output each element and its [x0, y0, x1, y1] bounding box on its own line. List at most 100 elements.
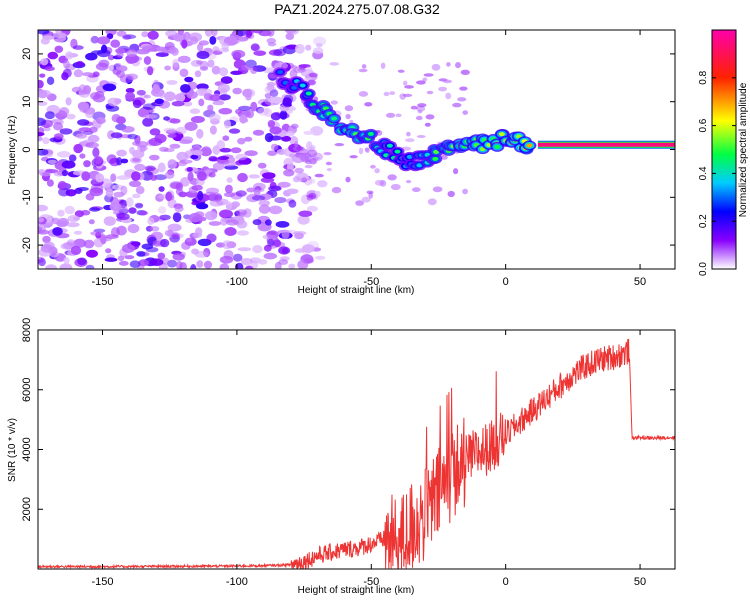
noise-blob: [100, 234, 107, 245]
noise-blob: [149, 226, 160, 232]
noise-blob: [223, 192, 236, 198]
noise-blob: [397, 69, 405, 73]
noise-blob: [212, 145, 221, 155]
noise-blob: [70, 245, 82, 255]
noise-blob: [462, 188, 468, 195]
noise-blob: [164, 65, 172, 71]
noise-blob: [299, 148, 310, 156]
noise-blob: [163, 116, 171, 121]
noise-blob: [206, 233, 217, 243]
noise-blob: [179, 68, 189, 78]
noise-blob: [239, 114, 248, 124]
noise-blob: [74, 187, 83, 194]
noise-blob: [82, 85, 92, 95]
noise-blob: [154, 174, 167, 181]
noise-blob: [159, 238, 170, 248]
noise-blob: [172, 252, 185, 261]
noise-blob: [150, 174, 158, 181]
noise-blob: [106, 105, 120, 112]
noise-blob: [237, 247, 252, 252]
noise-blob: [164, 91, 176, 102]
noise-blob: [329, 62, 340, 66]
noise-blob: [455, 62, 461, 69]
noise-blob: [358, 91, 369, 97]
noise-blob: [441, 155, 448, 160]
noise-blob: [181, 241, 191, 250]
noise-blob: [237, 137, 246, 145]
noise-blob: [169, 143, 181, 149]
noise-blob: [115, 66, 124, 71]
noise-blob: [131, 171, 141, 182]
noise-blob: [275, 221, 290, 228]
noise-blob: [196, 50, 210, 60]
noise-blob: [157, 162, 166, 173]
noise-blob: [219, 94, 231, 101]
noise-blob: [246, 187, 257, 193]
noise-blob: [77, 257, 87, 266]
noise-blob: [291, 65, 298, 70]
noise-blob: [358, 147, 364, 155]
noise-blob: [57, 151, 71, 158]
noise-blob: [242, 88, 253, 98]
noise-blob: [270, 96, 283, 104]
noise-blob: [116, 30, 127, 37]
noise-blob: [422, 77, 428, 82]
noise-blob: [120, 158, 129, 164]
noise-blob: [297, 215, 310, 225]
ridge-core: [299, 83, 306, 88]
noise-blob: [93, 155, 103, 165]
noise-blob: [57, 181, 67, 190]
noise-blob: [115, 48, 126, 54]
noise-blob: [192, 232, 203, 238]
noise-blob: [314, 173, 324, 178]
noise-blob: [116, 225, 127, 236]
noise-blob: [102, 83, 117, 92]
noise-blob: [147, 217, 155, 225]
noise-blob: [281, 135, 292, 142]
noise-blob: [159, 214, 171, 221]
noise-blob: [149, 154, 160, 161]
noise-blob: [82, 72, 94, 77]
noise-blob: [116, 149, 127, 157]
noise-blob: [128, 207, 137, 214]
ridge-core: [386, 143, 393, 148]
noise-blob: [168, 47, 179, 54]
noise-blob: [301, 177, 308, 183]
noise-blob: [443, 79, 452, 84]
noise-blob: [126, 73, 138, 80]
noise-blob: [121, 125, 135, 133]
noise-blob: [250, 260, 259, 269]
noise-blob: [83, 160, 91, 168]
noise-blob: [184, 121, 198, 131]
noise-blob: [105, 248, 112, 254]
noise-blob: [144, 165, 156, 172]
noise-blob: [44, 66, 55, 72]
snr-ytick-label: 2000: [21, 497, 33, 521]
noise-blob: [277, 181, 291, 188]
noise-blob: [270, 143, 279, 151]
noise-blob: [68, 154, 77, 162]
noise-blob: [163, 127, 177, 133]
noise-blob: [292, 176, 301, 183]
noise-blob: [404, 85, 414, 89]
noise-blob: [270, 112, 281, 121]
noise-blob: [222, 240, 233, 250]
noise-blob: [361, 196, 371, 203]
noise-blob: [67, 215, 80, 223]
noise-blob: [237, 172, 248, 183]
noise-blob: [302, 244, 315, 253]
noise-blob: [211, 30, 218, 37]
noise-blob: [38, 30, 50, 35]
noise-blob: [308, 192, 317, 200]
colorbar-ticks: 0.0 0.2 0.4 0.6 0.8: [698, 70, 736, 276]
noise-blob: [250, 66, 258, 75]
noise-blob: [152, 84, 161, 95]
noise-blob: [295, 150, 300, 155]
noise-blob: [298, 64, 306, 70]
noise-blob: [252, 188, 265, 193]
noise-blob: [81, 171, 91, 182]
noise-blob: [167, 159, 177, 169]
noise-blob: [154, 98, 164, 105]
noise-blob: [181, 39, 188, 49]
